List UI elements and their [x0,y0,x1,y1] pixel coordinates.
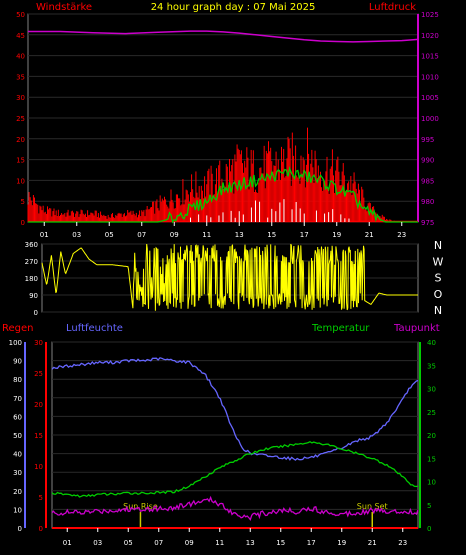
pressure-line [28,30,419,43]
wind-tick-label: 20 [16,136,25,144]
temperature-tick-label: 25 [427,409,436,417]
humidity-tick-label: 0 [18,525,22,533]
temperature-tick-label: 30 [427,386,436,394]
direction-tick-label: 90 [29,292,38,300]
pressure-tick-label: 990 [421,157,434,165]
x-tick-label-bottom: 17 [307,539,316,547]
temperature-tick-label: 40 [427,339,436,347]
x-tick-label-bottom: 13 [246,539,255,547]
pressure-tick-label: 1025 [421,11,439,19]
wind-tick-label: 30 [16,94,25,102]
humidity-tick-label: 30 [13,469,22,477]
temperature-tick-label: 35 [427,362,436,370]
chart-title: 24 hour graph day : 07 Mai 2025 [151,2,316,13]
pressure-tick-label: 1020 [421,32,439,40]
wind-tick-label: 10 [16,177,25,185]
x-tick-label-top: 07 [137,231,146,239]
rain-tick-label: 0 [39,525,43,533]
pressure-label: Luftdruck [369,2,416,13]
x-tick-label-top: 15 [267,231,276,239]
rain-tick-label: 10 [34,463,43,471]
sun-set-label: Sun Set [357,502,388,511]
wind-direction-line [41,243,418,311]
x-tick-label-top: 21 [365,231,374,239]
legend-temperature: Temperatur [311,323,370,334]
x-tick-label-bottom: 05 [124,539,133,547]
humidity-tick-label: 100 [9,339,22,347]
wind-tick-label: 50 [16,11,25,19]
x-tick-label-bottom: 03 [93,539,102,547]
wind-tick-label: 0 [21,219,25,227]
pressure-tick-label: 1005 [421,94,439,102]
humidity-line [51,357,419,461]
x-tick-label-bottom: 11 [215,539,224,547]
x-tick-label-top: 11 [202,231,211,239]
x-tick-label-top: 17 [300,231,309,239]
compass-label: O [434,288,443,301]
wind-speed-label: Windstärke [36,2,92,13]
wind-tick-label: 45 [16,32,25,40]
direction-tick-label: 180 [25,275,38,283]
rain-tick-label: 5 [39,494,43,502]
wind-tick-label: 15 [16,157,25,165]
wind-tick-label: 40 [16,53,25,61]
x-tick-label-top: 23 [397,231,406,239]
rain-tick-label: 25 [34,370,43,378]
pressure-tick-label: 1015 [421,53,439,61]
pressure-tick-label: 1000 [421,115,439,123]
compass-label: S [435,272,442,285]
x-tick-label-bottom: 21 [368,539,377,547]
temperature-tick-label: 0 [427,525,431,533]
humidity-tick-label: 90 [13,358,22,366]
legend-dewpoint: Taupunkt [393,323,440,334]
x-tick-label-bottom: 09 [185,539,194,547]
x-tick-label-top: 19 [332,231,341,239]
humidity-tick-label: 10 [13,506,22,514]
x-tick-label-top: 09 [170,231,179,239]
humidity-tick-label: 70 [13,395,22,403]
pressure-tick-label: 985 [421,177,434,185]
compass-label: W [433,255,444,268]
x-tick-label-top: 03 [72,231,81,239]
x-tick-label-top: 05 [105,231,114,239]
legend-humidity: Luftfeuchte [66,323,123,334]
temperature-tick-label: 10 [427,479,436,487]
wind-tick-label: 5 [21,198,25,206]
x-tick-label-top: 01 [40,231,49,239]
temperature-tick-label: 20 [427,432,436,440]
direction-tick-label: 270 [25,258,38,266]
temperature-line [51,440,419,498]
compass-label: N [434,239,442,252]
humidity-tick-label: 60 [13,413,22,421]
pressure-tick-label: 975 [421,219,434,227]
x-tick-label-bottom: 23 [398,539,407,547]
rain-tick-label: 15 [34,432,43,440]
pressure-tick-label: 995 [421,136,434,144]
legend-rain: Regen [2,323,34,334]
pressure-tick-label: 1010 [421,73,439,81]
wind-tick-label: 35 [16,73,25,81]
humidity-tick-label: 20 [13,488,22,496]
humidity-tick-label: 50 [13,432,22,440]
humidity-tick-label: 40 [13,451,22,459]
temperature-tick-label: 5 [427,502,431,510]
pressure-tick-label: 980 [421,198,434,206]
temperature-tick-label: 15 [427,455,436,463]
wind-tick-label: 25 [16,115,25,123]
rain-tick-label: 20 [34,401,43,409]
x-tick-label-top: 13 [235,231,244,239]
rain-tick-label: 30 [34,339,43,347]
avg-wind-line [28,166,418,224]
dewpoint-line [51,495,419,521]
x-tick-label-bottom: 01 [63,539,72,547]
direction-tick-label: 360 [25,241,38,249]
compass-label: N [434,304,442,317]
direction-tick-label: 0 [34,309,38,317]
x-tick-label-bottom: 19 [337,539,346,547]
x-tick-label-bottom: 07 [154,539,163,547]
x-tick-label-bottom: 15 [276,539,285,547]
sun-rise-label: Sun Rise [123,502,158,511]
humidity-tick-label: 80 [13,376,22,384]
